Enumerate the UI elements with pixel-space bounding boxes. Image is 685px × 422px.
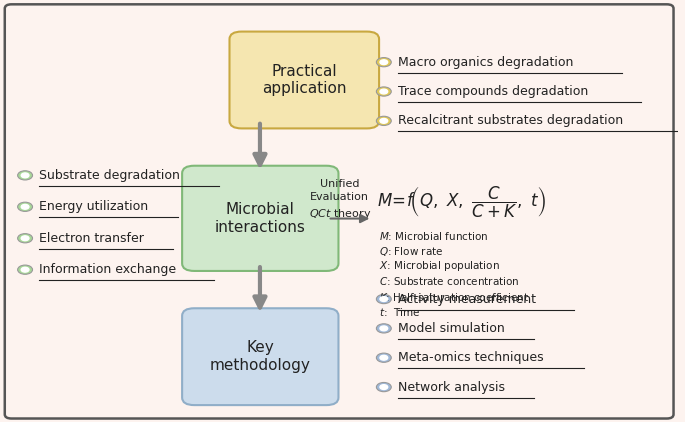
Circle shape <box>380 326 388 331</box>
Circle shape <box>380 355 388 360</box>
Circle shape <box>18 234 32 243</box>
FancyBboxPatch shape <box>182 308 338 405</box>
Circle shape <box>376 116 391 125</box>
Text: Recalcitrant substrates degradation: Recalcitrant substrates degradation <box>398 114 623 127</box>
Circle shape <box>376 57 391 67</box>
Text: Macro organics degradation: Macro organics degradation <box>398 56 573 69</box>
Text: $\mathit{Q}$: Flow rate: $\mathit{Q}$: Flow rate <box>379 245 444 258</box>
Circle shape <box>18 171 32 180</box>
Circle shape <box>21 204 29 209</box>
Circle shape <box>380 119 388 123</box>
Text: Model simulation: Model simulation <box>398 322 505 335</box>
Circle shape <box>376 382 391 392</box>
Text: $QCt$ theory: $QCt$ theory <box>309 207 371 222</box>
Circle shape <box>376 87 391 96</box>
Circle shape <box>21 236 29 241</box>
Text: Electron transfer: Electron transfer <box>39 232 144 245</box>
Circle shape <box>21 267 29 272</box>
Circle shape <box>18 265 32 274</box>
Text: $\mathit{M}$: Microbial function: $\mathit{M}$: Microbial function <box>379 230 488 242</box>
Circle shape <box>380 385 388 390</box>
Text: Activity measurement: Activity measurement <box>398 292 536 306</box>
Text: $\mathit{t}$:  Time: $\mathit{t}$: Time <box>379 306 421 318</box>
Text: Unified
Evaluation: Unified Evaluation <box>310 179 369 203</box>
Text: Information exchange: Information exchange <box>39 263 177 276</box>
Text: Microbial
interactions: Microbial interactions <box>215 202 306 235</box>
Circle shape <box>376 295 391 304</box>
Circle shape <box>18 202 32 211</box>
Text: Energy utilization: Energy utilization <box>39 200 149 213</box>
Text: Network analysis: Network analysis <box>398 381 505 394</box>
Text: Substrate degradation: Substrate degradation <box>39 169 180 182</box>
Text: $\mathit{K}$: Half-saturation coefficient: $\mathit{K}$: Half-saturation coefficien… <box>379 290 530 303</box>
Text: $\mathit{M}\!=\!\mathit{f}\!\left(\mathit{Q},\ \mathit{X},\ \dfrac{\mathit{C}}{\: $\mathit{M}\!=\!\mathit{f}\!\left(\mathi… <box>377 185 547 220</box>
Text: $\mathit{X}$: Microbial population: $\mathit{X}$: Microbial population <box>379 260 500 273</box>
FancyBboxPatch shape <box>5 4 673 419</box>
Text: Key
methodology: Key methodology <box>210 341 311 373</box>
FancyBboxPatch shape <box>182 166 338 271</box>
Text: Practical
application: Practical application <box>262 64 347 96</box>
FancyBboxPatch shape <box>229 32 379 128</box>
Circle shape <box>376 353 391 362</box>
Circle shape <box>21 173 29 178</box>
Circle shape <box>380 60 388 65</box>
Circle shape <box>380 89 388 94</box>
Text: Trace compounds degradation: Trace compounds degradation <box>398 85 588 98</box>
Text: Meta-omics techniques: Meta-omics techniques <box>398 351 544 364</box>
Circle shape <box>380 297 388 301</box>
Text: $\mathit{C}$: Substrate concentration: $\mathit{C}$: Substrate concentration <box>379 276 520 287</box>
Circle shape <box>376 324 391 333</box>
